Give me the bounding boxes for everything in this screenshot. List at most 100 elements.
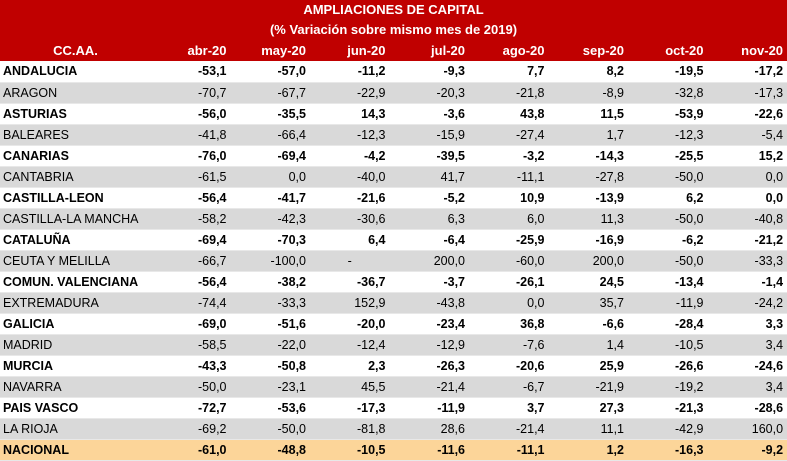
region-name-cell: NAVARRA [0,376,151,398]
value-cell: -12,3 [310,124,390,146]
value-cell: 36,8 [469,313,549,335]
value-cell: 1,4 [548,334,628,356]
value-cell: -27,8 [548,166,628,188]
region-name-cell: MURCIA [0,355,151,377]
value-cell: -21,8 [469,82,549,104]
table-row: CATALUÑA -69,4 -70,3 6,4 -6,4 -25,9 -16,9 -6,2-… [0,229,787,251]
value-cell: 1,2 [548,439,628,461]
value-cell: -21,4 [389,376,469,398]
table-row: ASTURIAS -56,0 -35,5 14,3 -3,6 43,8 11,5 -53,9-… [0,103,787,125]
table-row: ARAGON -70,7 -67,7 -22,9 -20,3 -21,8 -8,9 -32,8… [0,82,787,104]
table-body: ANDALUCIA -53,1 -57,0 -11,2 -9,3 7,7 8,2 -19,5-… [0,61,787,461]
value-cell: -12,3 [628,124,708,146]
value-cell: -81,8 [310,418,390,440]
value-cell: 25,9 [548,355,628,377]
value-cell: 35,7 [548,292,628,314]
region-name-cell: CASTILLA-LA MANCHA [0,208,151,230]
value-cell: 3,4 [707,376,787,398]
value-cell: -21,2 [707,229,787,251]
table-row: CEUTA Y MELILLA -66,7 -100,0-200,0 -60,0 200… [0,250,787,272]
value-cell: 160,0 [707,418,787,440]
value-cell: -6,7 [469,376,549,398]
value-cell: -70,3 [230,229,310,251]
value-cell: -53,9 [628,103,708,125]
value-cell: 24,5 [548,271,628,293]
value-cell: -56,4 [151,187,231,209]
value-cell: -50,0 [230,418,310,440]
value-cell: -25,9 [469,229,549,251]
region-name-cell: CANTABRIA [0,166,151,188]
value-cell: -7,6 [469,334,549,356]
value-cell: -53,6 [230,397,310,419]
value-cell: -56,4 [151,271,231,293]
value-cell: -11,6 [389,439,469,461]
value-cell: -17,2 [707,61,787,83]
value-cell: -10,5 [310,439,390,461]
value-cell: -40,0 [310,166,390,188]
value-cell: 7,7 [469,61,549,83]
value-cell: -66,7 [151,250,231,272]
table-row: LA RIOJA -69,2 -50,0 -81,8 28,6 -21,4 11,1 -42,… [0,418,787,440]
column-header-month: abr-20 [151,40,231,61]
value-cell: 0,0 [230,166,310,188]
value-cell: -17,3 [707,82,787,104]
table-row: COMUN. VALENCIANA -56,4 -38,2 -36,7 -3,7 -26,… [0,271,787,293]
value-cell: -11,1 [469,166,549,188]
table-row: PAIS VASCO -72,7 -53,6 -17,3 -11,9 3,7 27,3 -21… [0,397,787,419]
value-cell: -13,4 [628,271,708,293]
value-cell: -72,7 [151,397,231,419]
value-cell: 6,2 [628,187,708,209]
value-cell: -26,6 [628,355,708,377]
value-cell: - [310,250,390,272]
region-name-cell: LA RIOJA [0,418,151,440]
value-cell: -6,2 [628,229,708,251]
table-title: AMPLIACIONES DE CAPITAL [0,0,787,20]
table-row: CASTILLA-LA MANCHA -58,2 -42,3 -30,6 6,3 6,0 1… [0,208,787,230]
value-cell: 3,7 [469,397,549,419]
value-cell: -21,4 [469,418,549,440]
value-cell: -13,9 [548,187,628,209]
column-header-month: jun-20 [310,40,390,61]
value-cell: -25,5 [628,145,708,167]
value-cell: -36,7 [310,271,390,293]
value-cell: 45,5 [310,376,390,398]
value-cell: -28,6 [707,397,787,419]
value-cell: -6,4 [389,229,469,251]
value-cell: -70,7 [151,82,231,104]
value-cell: -69,4 [230,145,310,167]
value-cell: -22,0 [230,334,310,356]
region-name-cell: BALEARES [0,124,151,146]
value-cell: 0,0 [469,292,549,314]
table-row: BALEARES -41,8 -66,4 -12,3 -15,9 -27,4 1,7 -12,… [0,124,787,146]
value-cell: -56,0 [151,103,231,125]
value-cell: 3,3 [707,313,787,335]
table-row: ANDALUCIA -53,1 -57,0 -11,2 -9,3 7,7 8,2 -19,5-… [0,61,787,83]
value-cell: -11,1 [469,439,549,461]
value-cell: 15,2 [707,145,787,167]
value-cell: -57,0 [230,61,310,83]
value-cell: -60,0 [469,250,549,272]
value-cell: -21,9 [548,376,628,398]
value-cell: 14,3 [310,103,390,125]
region-name-cell: COMUN. VALENCIANA [0,271,151,293]
value-cell: -14,3 [548,145,628,167]
region-name-cell: NACIONAL [0,439,151,461]
value-cell: -28,4 [628,313,708,335]
value-cell: -69,0 [151,313,231,335]
value-cell: -43,3 [151,355,231,377]
value-cell: -67,7 [230,82,310,104]
value-cell: 10,9 [469,187,549,209]
table-row: NAVARRA -50,0 -23,1 45,5 -21,4 -6,7 -21,9 -19,2… [0,376,787,398]
value-cell: -66,4 [230,124,310,146]
value-cell: 152,9 [310,292,390,314]
value-cell: -51,6 [230,313,310,335]
column-header-month: jul-20 [389,40,469,61]
value-cell: 11,5 [548,103,628,125]
value-cell: -15,9 [389,124,469,146]
value-cell: -48,8 [230,439,310,461]
value-cell: -3,7 [389,271,469,293]
value-cell: -26,3 [389,355,469,377]
value-cell: -32,8 [628,82,708,104]
value-cell: 0,0 [707,187,787,209]
